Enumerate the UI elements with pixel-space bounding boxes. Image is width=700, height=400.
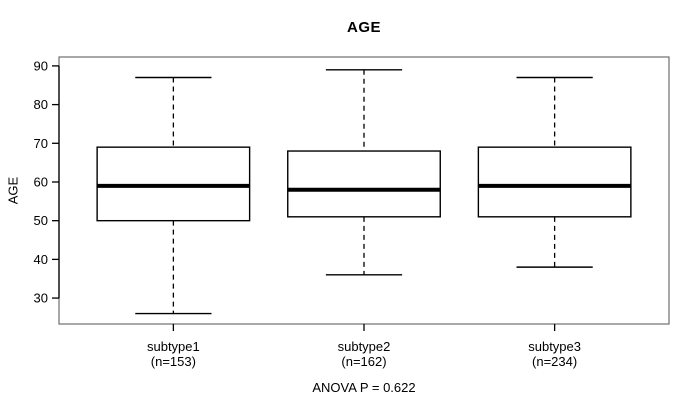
category-n-label: (n=153) <box>151 354 196 369</box>
y-tick-label: 40 <box>34 252 48 267</box>
y-tick-label: 30 <box>34 291 48 306</box>
category-label: subtype2 <box>338 339 391 354</box>
iqr-box <box>477 146 632 218</box>
category-label: subtype3 <box>528 339 581 354</box>
chart-title: AGE <box>346 19 381 36</box>
y-tick-label: 90 <box>34 58 48 73</box>
y-tick-label: 70 <box>34 136 48 151</box>
y-tick-label: 50 <box>34 213 48 228</box>
category-n-label: (n=234) <box>532 354 577 369</box>
y-tick-label: 80 <box>34 97 48 112</box>
category-n-label: (n=162) <box>341 354 386 369</box>
category-label: subtype1 <box>147 339 200 354</box>
y-tick-label: 60 <box>34 174 48 189</box>
anova-p-value: ANOVA P = 0.622 <box>312 380 416 395</box>
iqr-box <box>287 150 441 218</box>
